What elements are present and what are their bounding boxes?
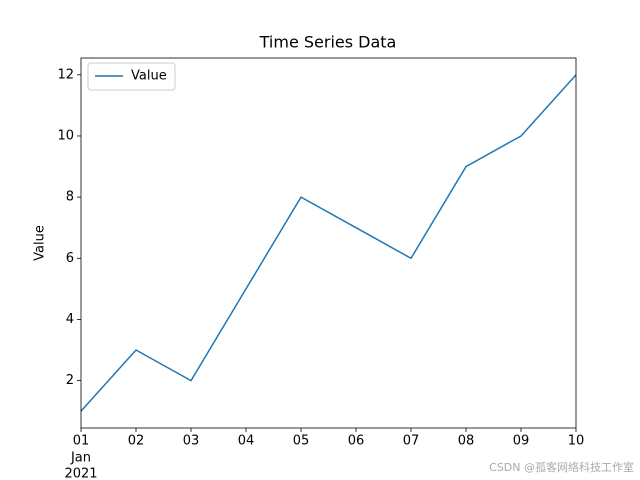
y-tick-label: 2: [66, 373, 74, 388]
x-tick-label: 03: [183, 434, 200, 449]
axes-frame: [80, 57, 577, 429]
y-tick-label: 10: [57, 128, 74, 143]
x-tick-label: 04: [238, 434, 255, 449]
line-series: [80, 74, 577, 412]
y-tick-label: 6: [66, 251, 74, 266]
x-offset-label: 2021: [64, 467, 97, 480]
x-tick-label: 05: [293, 434, 310, 449]
x-tick-label: 02: [128, 434, 145, 449]
x-tick-label: 01: [73, 434, 90, 449]
y-tick-label: 4: [66, 312, 74, 327]
watermark: CSDN @孤客网络科技工作室: [489, 460, 634, 474]
legend-box: [87, 62, 176, 91]
x-tick-label: 10: [568, 434, 585, 449]
chart-title: Time Series Data: [259, 33, 397, 52]
y-tick-label: 8: [66, 190, 74, 205]
x-tick-label: 09: [513, 434, 530, 449]
y-tick-label: 12: [57, 67, 74, 82]
legend-label: Value: [131, 69, 167, 84]
x-offset-label: Jan: [70, 451, 91, 466]
x-tick-label: 08: [458, 434, 475, 449]
x-tick-label: 06: [348, 434, 365, 449]
y-axis-label: Value: [33, 225, 48, 261]
x-tick-label: 07: [403, 434, 420, 449]
